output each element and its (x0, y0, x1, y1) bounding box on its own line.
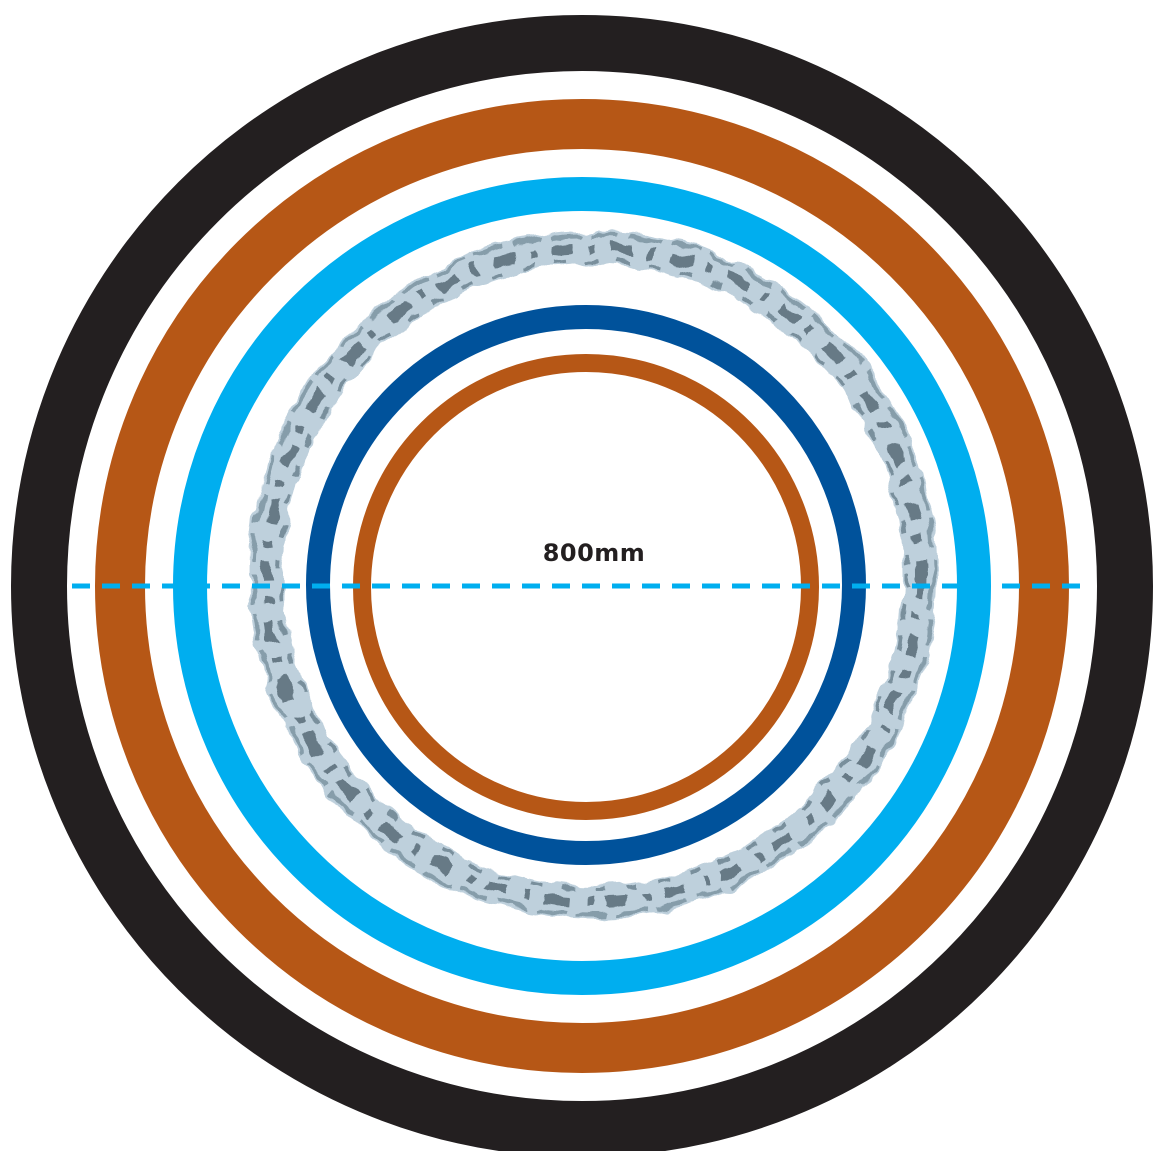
diameter-label: 800mm (543, 539, 646, 567)
